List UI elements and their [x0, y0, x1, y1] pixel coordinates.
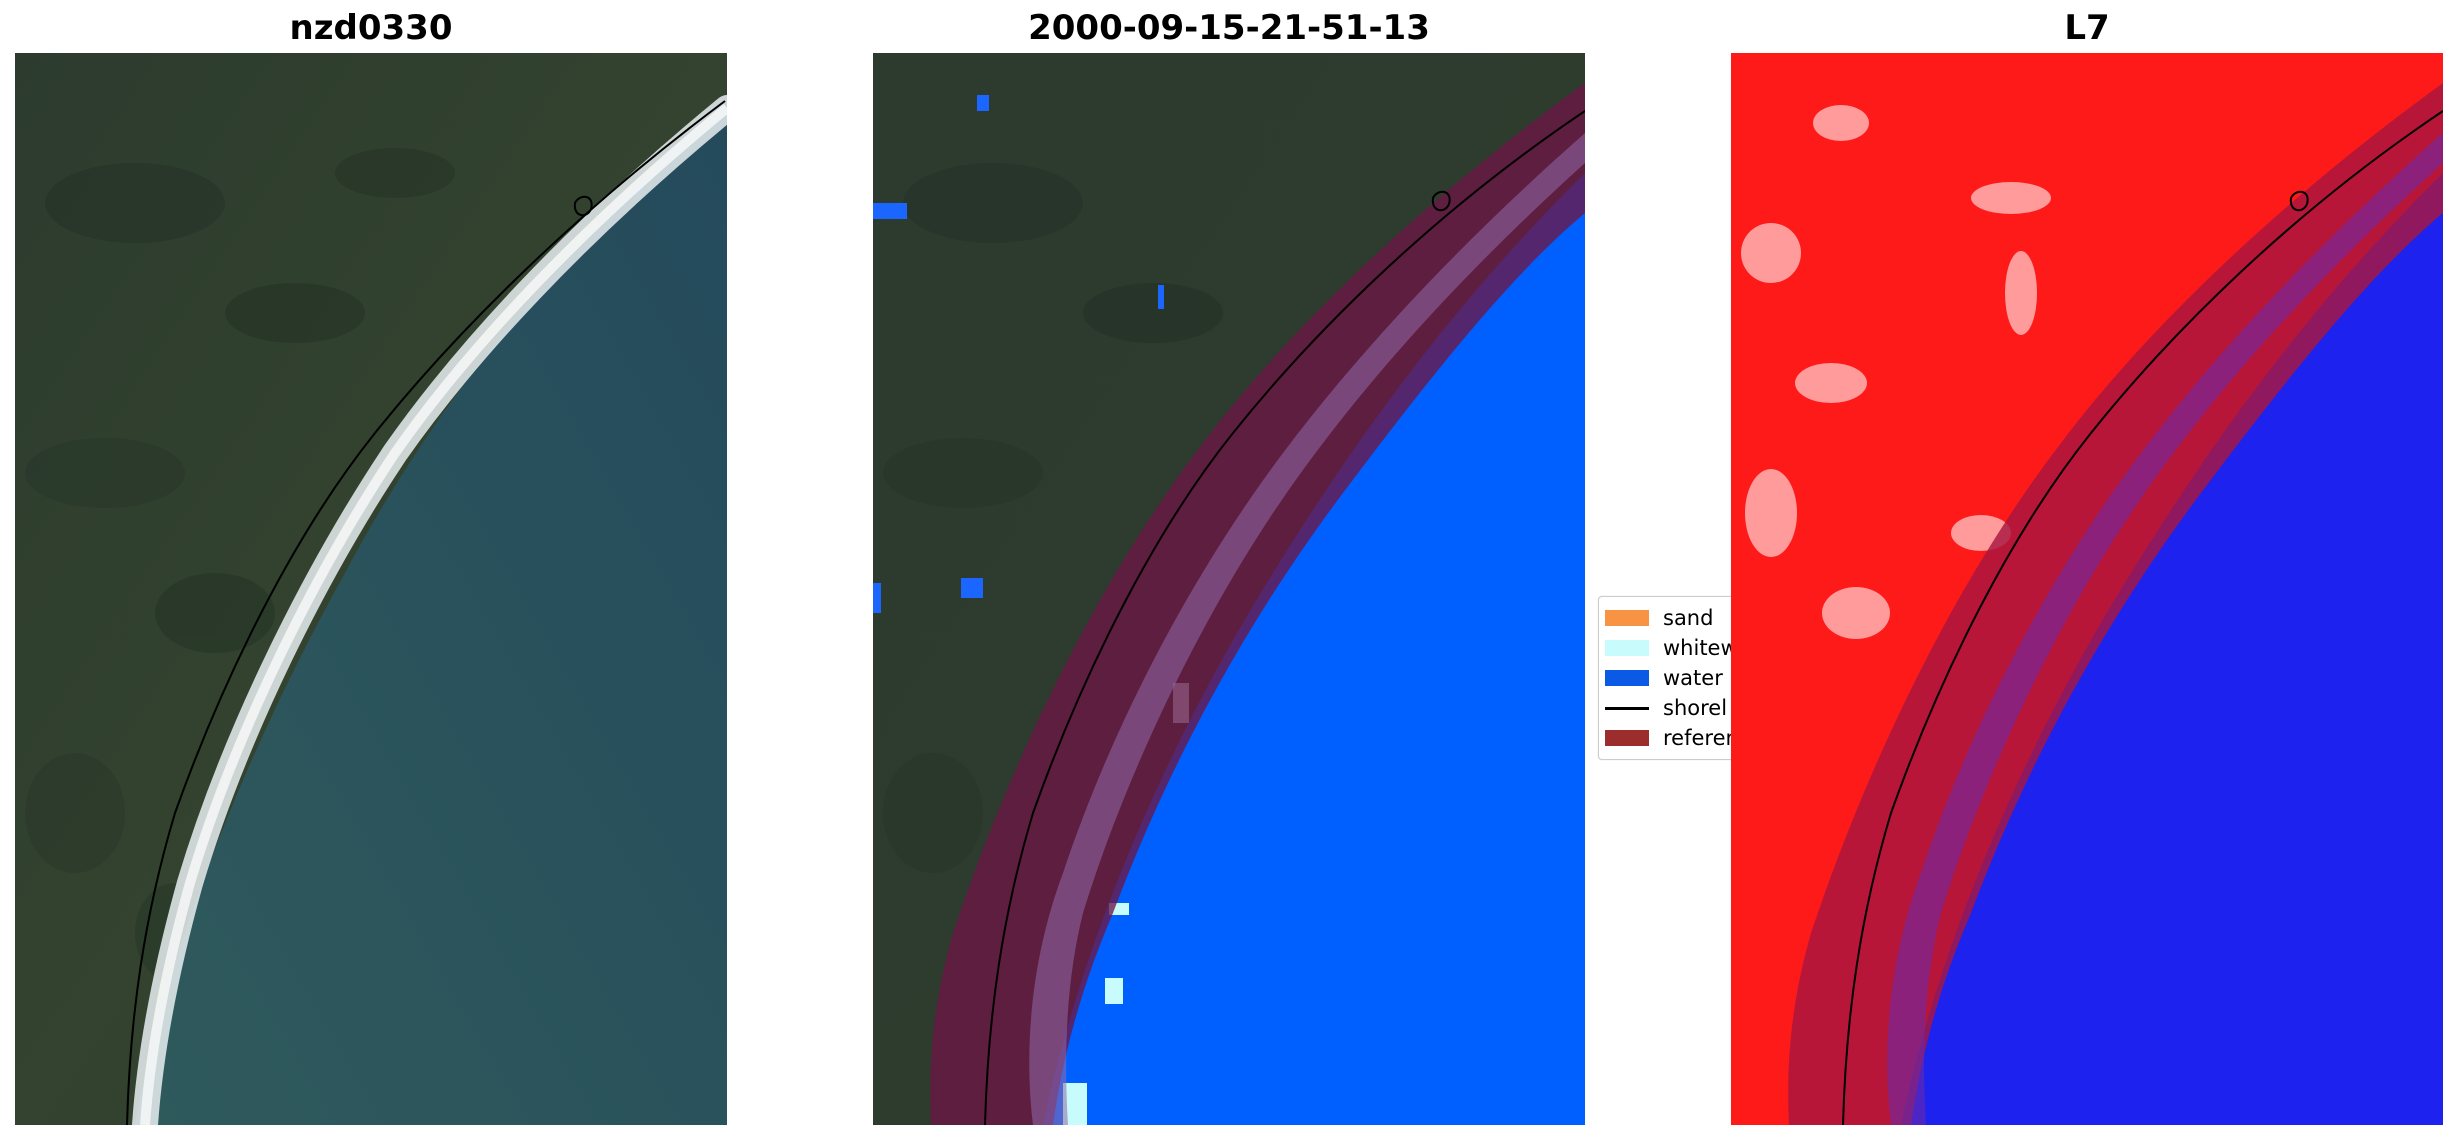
ocean-area — [135, 98, 727, 1125]
shoreline-lagoon — [2289, 190, 2309, 212]
water-patch — [873, 203, 907, 219]
shoreline — [126, 100, 726, 1125]
l7-image — [1731, 53, 2443, 1125]
water-patch — [1158, 285, 1164, 309]
legend-label: whitew — [1663, 636, 1738, 660]
terrain-texture — [883, 163, 1223, 873]
water-nir — [1901, 173, 2443, 1125]
bright-patches — [1741, 105, 2051, 639]
classification-panel — [873, 53, 1585, 1125]
water-patch — [961, 578, 983, 598]
reference-swatch — [1605, 730, 1649, 746]
legend-item-water: water — [1605, 665, 1723, 691]
water-class — [1043, 173, 1585, 1125]
rgb-image-panel — [15, 53, 727, 1125]
legend-item-reference: referen — [1605, 725, 1739, 751]
rgb-satellite-image — [15, 53, 727, 1125]
legend: sand whitew water shorel referen — [1598, 596, 1740, 760]
legend-item-shoreline: shorel — [1605, 695, 1727, 721]
legend-item-whitewater: whitew — [1605, 635, 1738, 661]
shoreline-lagoon — [1431, 190, 1451, 212]
panel-title-l7: L7 — [2064, 8, 2110, 48]
whitewater-swatch — [1605, 640, 1649, 656]
shoreline — [984, 110, 1585, 1125]
shoreline — [1842, 110, 2443, 1125]
legend-label: shorel — [1663, 696, 1728, 720]
legend-label: referen — [1663, 726, 1739, 750]
legend-label: water — [1663, 666, 1723, 690]
panel-title-classification: 2000-09-15-21-51-13 — [1028, 8, 1430, 48]
legend-item-sand: sand — [1605, 605, 1713, 631]
shoreline-swatch — [1605, 706, 1649, 710]
water-patch — [873, 583, 881, 613]
l7-panel — [1731, 53, 2443, 1125]
classification-image — [873, 53, 1585, 1125]
legend-label: sand — [1663, 606, 1714, 630]
surf-core — [140, 104, 727, 1125]
water-patch — [977, 95, 989, 111]
water-swatch — [1605, 670, 1649, 686]
panel-title-rgb: nzd0330 — [289, 8, 453, 48]
shoreline-lagoon — [573, 195, 593, 217]
sand-swatch — [1605, 610, 1649, 626]
